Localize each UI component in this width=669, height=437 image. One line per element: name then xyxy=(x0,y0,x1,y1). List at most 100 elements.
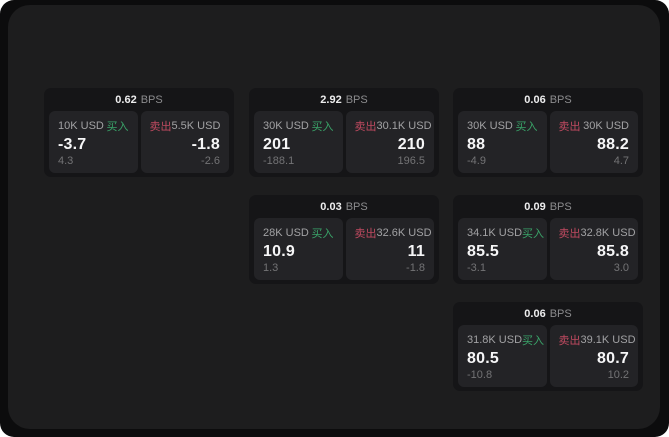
bps-value: 0.06 xyxy=(524,307,546,320)
bps-value: 0.09 xyxy=(524,200,546,213)
card-header: 0.03 BPS xyxy=(249,195,439,218)
buy-tile[interactable]: 10K USD 买入 -3.7 4.3 xyxy=(49,111,138,173)
buy-amount: 31.8K USD xyxy=(467,334,523,346)
sell-amount: 39.1K USD xyxy=(580,334,636,346)
sell-tile-top: 卖出 32.6K USD xyxy=(354,225,432,241)
sell-side-label: 卖出 xyxy=(558,121,581,133)
card-header: 2.92 BPS xyxy=(249,88,439,111)
sell-side-label: 卖出 xyxy=(354,121,377,133)
sell-amount: 5.5K USD xyxy=(171,120,221,132)
bps-unit-label: BPS xyxy=(549,200,572,213)
buy-tile[interactable]: 28K USD 买入 10.9 1.3 xyxy=(254,218,343,280)
sell-delta: 3.0 xyxy=(613,262,629,274)
sell-price: 88.2 xyxy=(597,135,629,153)
sell-tile[interactable]: 卖出 39.1K USD 80.7 10.2 xyxy=(549,325,638,387)
sell-amount: 32.6K USD xyxy=(376,227,432,239)
sell-delta: 196.5 xyxy=(397,155,425,167)
quote-card: 2.92 BPS 30K USD 买入 201 -188.1 卖出 30.1K … xyxy=(249,88,439,177)
buy-price: 201 xyxy=(263,135,291,153)
buy-price: 80.5 xyxy=(467,349,499,367)
buy-tile-top: 31.8K USD 买入 xyxy=(467,332,544,348)
buy-price: 88 xyxy=(467,135,486,153)
buy-price: -3.7 xyxy=(58,135,87,153)
buy-side-label: 买入 xyxy=(311,228,334,240)
sell-price: 85.8 xyxy=(597,242,629,260)
quote-card: 0.06 BPS 31.8K USD 买入 80.5 -10.8 卖出 39.1… xyxy=(453,302,643,391)
tiles-row: 34.1K USD 买入 85.5 -3.1 卖出 32.8K USD 85.8… xyxy=(453,218,643,280)
sell-tile[interactable]: 卖出 30.1K USD 210 196.5 xyxy=(345,111,434,173)
card-header: 0.62 BPS xyxy=(44,88,234,111)
buy-delta: -3.1 xyxy=(467,262,486,274)
buy-delta: -10.8 xyxy=(467,369,493,381)
tiles-row: 10K USD 买入 -3.7 4.3 卖出 5.5K USD -1.8 -2.… xyxy=(44,111,234,173)
buy-tile-top: 30K USD 买入 xyxy=(263,118,334,134)
buy-tile-top: 34.1K USD 买入 xyxy=(467,225,544,241)
tiles-row: 30K USD 买入 88 -4.9 卖出 30K USD 88.2 4.7 xyxy=(453,111,643,173)
card-header: 0.06 BPS xyxy=(453,302,643,325)
buy-side-label: 买入 xyxy=(515,121,538,133)
sell-side-label: 卖出 xyxy=(558,335,581,347)
sell-side-label: 卖出 xyxy=(149,121,172,133)
buy-price: 85.5 xyxy=(467,242,499,260)
buy-side-label: 买入 xyxy=(522,335,545,347)
sell-tile-top: 卖出 39.1K USD xyxy=(558,332,636,348)
tiles-row: 31.8K USD 买入 80.5 -10.8 卖出 39.1K USD 80.… xyxy=(453,325,643,387)
buy-side-label: 买入 xyxy=(522,228,545,240)
bps-value: 2.92 xyxy=(320,93,342,106)
buy-tile[interactable]: 30K USD 买入 201 -188.1 xyxy=(254,111,343,173)
quote-card: 0.03 BPS 28K USD 买入 10.9 1.3 卖出 32.6K US… xyxy=(249,195,439,284)
buy-tile-top: 10K USD 买入 xyxy=(58,118,129,134)
sell-tile[interactable]: 卖出 30K USD 88.2 4.7 xyxy=(549,111,638,173)
sell-tile-top: 卖出 32.8K USD xyxy=(558,225,636,241)
bps-value: 0.06 xyxy=(524,93,546,106)
buy-amount: 30K USD xyxy=(467,120,513,132)
sell-side-label: 卖出 xyxy=(558,228,581,240)
sell-tile[interactable]: 卖出 5.5K USD -1.8 -2.6 xyxy=(140,111,229,173)
sell-price: 210 xyxy=(397,135,425,153)
sell-price: 80.7 xyxy=(597,349,629,367)
buy-tile[interactable]: 34.1K USD 买入 85.5 -3.1 xyxy=(458,218,547,280)
buy-amount: 28K USD xyxy=(263,227,309,239)
bps-unit-label: BPS xyxy=(345,93,368,106)
bps-value: 0.62 xyxy=(115,93,137,106)
sell-delta: -2.6 xyxy=(201,155,220,167)
quote-card: 0.09 BPS 34.1K USD 买入 85.5 -3.1 卖出 32.8K… xyxy=(453,195,643,284)
sell-side-label: 卖出 xyxy=(354,228,377,240)
sell-price: 11 xyxy=(407,242,425,260)
sell-tile[interactable]: 卖出 32.6K USD 11 -1.8 xyxy=(345,218,434,280)
buy-delta: -188.1 xyxy=(263,155,295,167)
sell-amount: 30K USD xyxy=(583,120,629,132)
bps-unit-label: BPS xyxy=(549,93,572,106)
buy-tile-top: 30K USD 买入 xyxy=(467,118,538,134)
card-header: 0.06 BPS xyxy=(453,88,643,111)
buy-delta: 4.3 xyxy=(58,155,74,167)
sell-price: -1.8 xyxy=(191,135,220,153)
card-header: 0.09 BPS xyxy=(453,195,643,218)
buy-side-label: 买入 xyxy=(311,121,334,133)
buy-tile[interactable]: 30K USD 买入 88 -4.9 xyxy=(458,111,547,173)
sell-tile-top: 卖出 30.1K USD xyxy=(354,118,432,134)
sell-delta: 10.2 xyxy=(607,369,629,381)
buy-amount: 30K USD xyxy=(263,120,309,132)
buy-delta: 1.3 xyxy=(263,262,279,274)
sell-amount: 30.1K USD xyxy=(376,120,432,132)
quote-card: 0.06 BPS 30K USD 买入 88 -4.9 卖出 30K USD xyxy=(453,88,643,177)
buy-delta: -4.9 xyxy=(467,155,486,167)
buy-tile[interactable]: 31.8K USD 买入 80.5 -10.8 xyxy=(458,325,547,387)
buy-tile-top: 28K USD 买入 xyxy=(263,225,334,241)
quotes-panel: 0.62 BPS 10K USD 买入 -3.7 4.3 卖出 5.5K USD xyxy=(8,5,660,429)
buy-side-label: 买入 xyxy=(106,121,129,133)
buy-price: 10.9 xyxy=(263,242,295,260)
tiles-row: 30K USD 买入 201 -188.1 卖出 30.1K USD 210 1… xyxy=(249,111,439,173)
bps-unit-label: BPS xyxy=(345,200,368,213)
sell-amount: 32.8K USD xyxy=(580,227,636,239)
tiles-row: 28K USD 买入 10.9 1.3 卖出 32.6K USD 11 -1.8 xyxy=(249,218,439,280)
buy-amount: 10K USD xyxy=(58,120,104,132)
quote-card: 0.62 BPS 10K USD 买入 -3.7 4.3 卖出 5.5K USD xyxy=(44,88,234,177)
sell-tile-top: 卖出 30K USD xyxy=(559,118,630,134)
sell-tile[interactable]: 卖出 32.8K USD 85.8 3.0 xyxy=(549,218,638,280)
bps-unit-label: BPS xyxy=(549,307,572,320)
sell-delta: -1.8 xyxy=(406,262,425,274)
buy-amount: 34.1K USD xyxy=(467,227,523,239)
